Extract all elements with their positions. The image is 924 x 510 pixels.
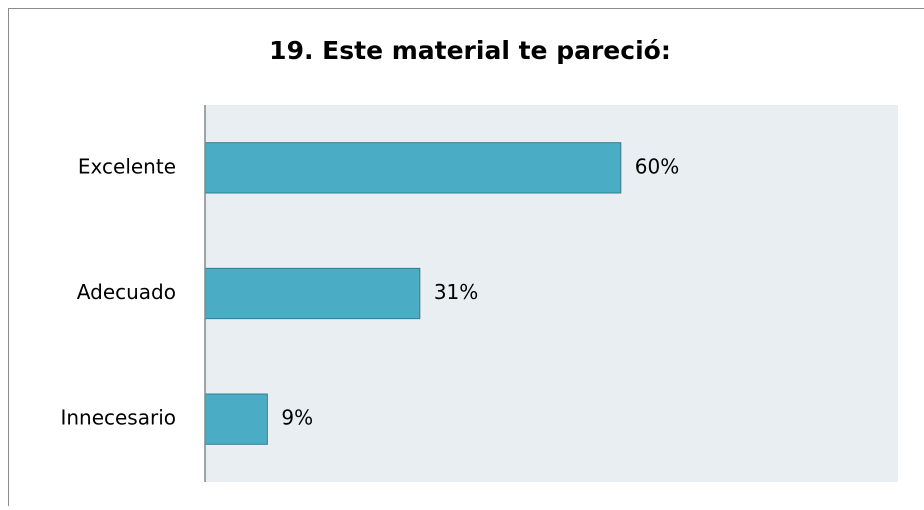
bar <box>205 143 621 193</box>
data-label: 9% <box>281 406 313 430</box>
y-tick-label: Adecuado <box>77 280 176 304</box>
bar <box>205 268 420 318</box>
bar <box>205 394 267 444</box>
data-label: 31% <box>434 280 478 304</box>
y-tick-label: Excelente <box>78 154 176 178</box>
data-label: 60% <box>635 154 679 178</box>
y-tick-label: Innecesario <box>60 406 176 430</box>
chart-title: 19. Este material te pareció: <box>269 36 671 65</box>
